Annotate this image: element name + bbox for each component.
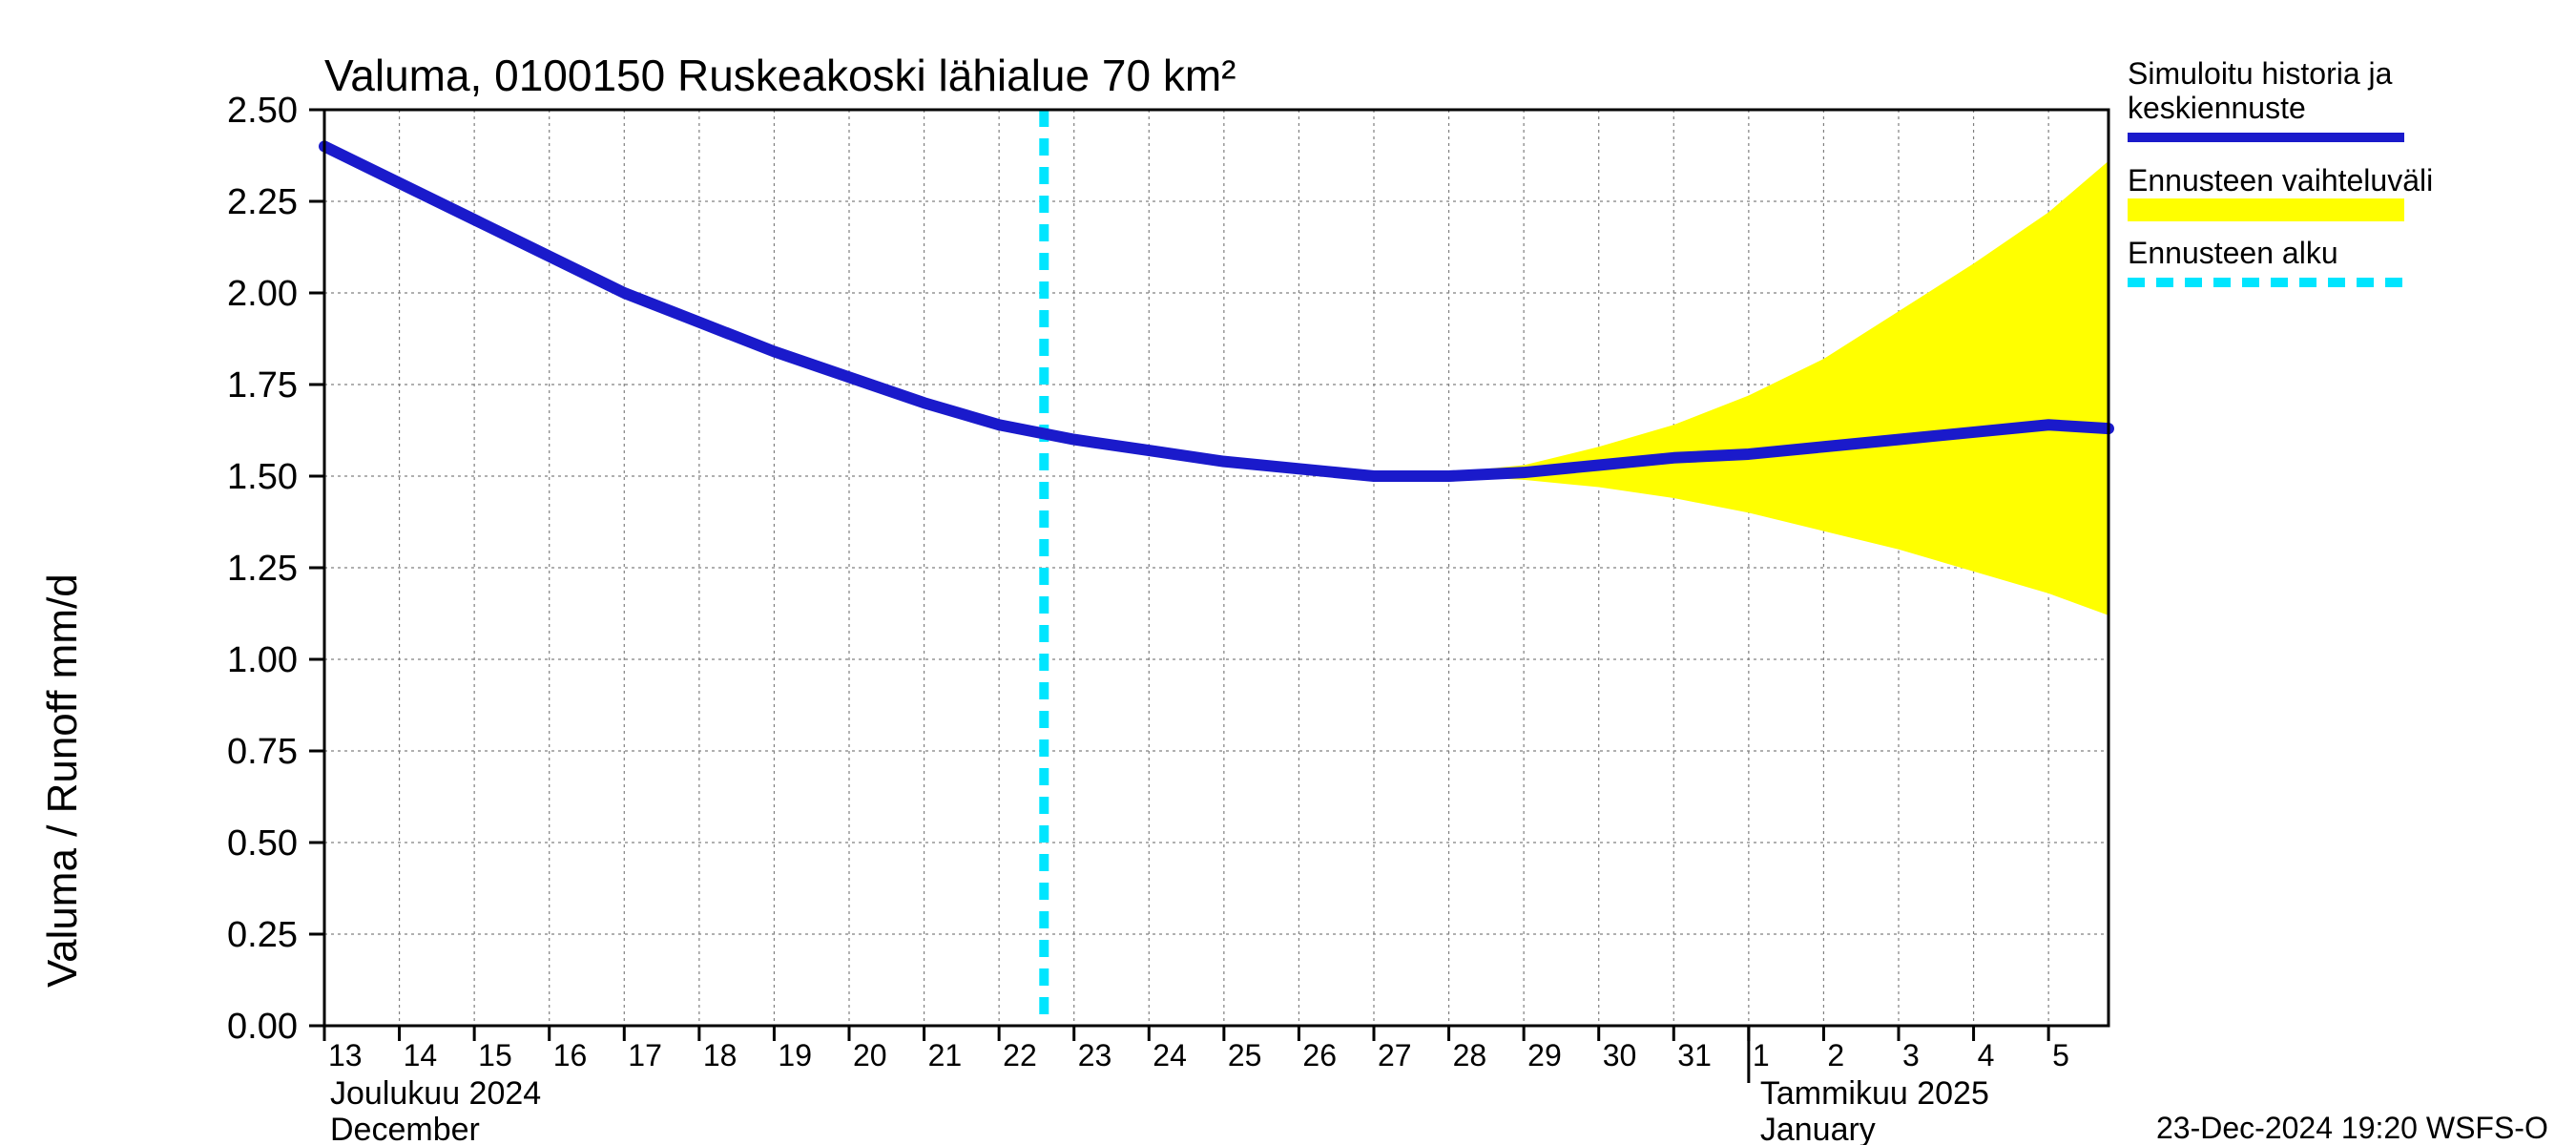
ytick-label: 0.75 <box>227 732 298 772</box>
legend-label: Ennusteen alku <box>2128 236 2338 270</box>
xtick-label: 30 <box>1603 1038 1637 1072</box>
ytick-label: 1.75 <box>227 365 298 406</box>
y-axis-label: Valuma / Runoff mm/d <box>39 573 86 988</box>
ytick-label: 2.00 <box>227 274 298 314</box>
ytick-label: 0.00 <box>227 1007 298 1047</box>
month-label-jan-en: January <box>1760 1112 1876 1145</box>
xtick-label: 18 <box>703 1038 737 1072</box>
xtick-label: 20 <box>853 1038 887 1072</box>
xtick-label: 16 <box>553 1038 588 1072</box>
xtick-label: 13 <box>328 1038 363 1072</box>
ytick-label: 1.50 <box>227 457 298 497</box>
legend-label: keskiennuste <box>2128 91 2306 125</box>
xtick-label: 15 <box>478 1038 512 1072</box>
month-label-jan-fi: Tammikuu 2025 <box>1760 1075 1989 1112</box>
chart-title: Valuma, 0100150 Ruskeakoski lähialue 70 … <box>324 51 1236 100</box>
xtick-label: 2 <box>1827 1038 1844 1072</box>
xtick-label: 28 <box>1453 1038 1487 1072</box>
legend-label: Simuloitu historia ja <box>2128 56 2393 91</box>
xtick-label: 5 <box>2052 1038 2069 1072</box>
xtick-label: 14 <box>404 1038 438 1072</box>
legend-swatch <box>2128 198 2404 221</box>
xtick-label: 25 <box>1228 1038 1262 1072</box>
xtick-label: 29 <box>1527 1038 1562 1072</box>
xtick-label: 19 <box>778 1038 812 1072</box>
xtick-label: 4 <box>1978 1038 1995 1072</box>
ytick-label: 1.00 <box>227 640 298 680</box>
xtick-label: 17 <box>628 1038 662 1072</box>
chart-footer: 23-Dec-2024 19:20 WSFS-O <box>2156 1111 2548 1145</box>
xtick-label: 21 <box>928 1038 963 1072</box>
ytick-label: 2.25 <box>227 182 298 222</box>
xtick-label: 27 <box>1378 1038 1412 1072</box>
xtick-label: 26 <box>1302 1038 1337 1072</box>
xtick-label: 31 <box>1677 1038 1712 1072</box>
ytick-label: 0.25 <box>227 915 298 955</box>
month-label-dec-en: December <box>330 1112 480 1145</box>
runoff-chart: 0.00 0.25 0.50 0.75 1.00 1.25 1.50 1.75 2.00 2.25… <box>0 0 2576 1145</box>
xtick-label: 3 <box>1902 1038 1920 1072</box>
ytick-label: 1.25 <box>227 549 298 589</box>
ytick-label: 0.50 <box>227 823 298 864</box>
ytick-label: 2.50 <box>227 91 298 131</box>
xtick-label: 24 <box>1153 1038 1187 1072</box>
month-label-dec-fi: Joulukuu 2024 <box>330 1075 541 1112</box>
legend-label: Ennusteen vaihteluväli <box>2128 163 2433 198</box>
xtick-label: 1 <box>1753 1038 1770 1072</box>
xtick-label: 22 <box>1003 1038 1037 1072</box>
xtick-label: 23 <box>1078 1038 1112 1072</box>
